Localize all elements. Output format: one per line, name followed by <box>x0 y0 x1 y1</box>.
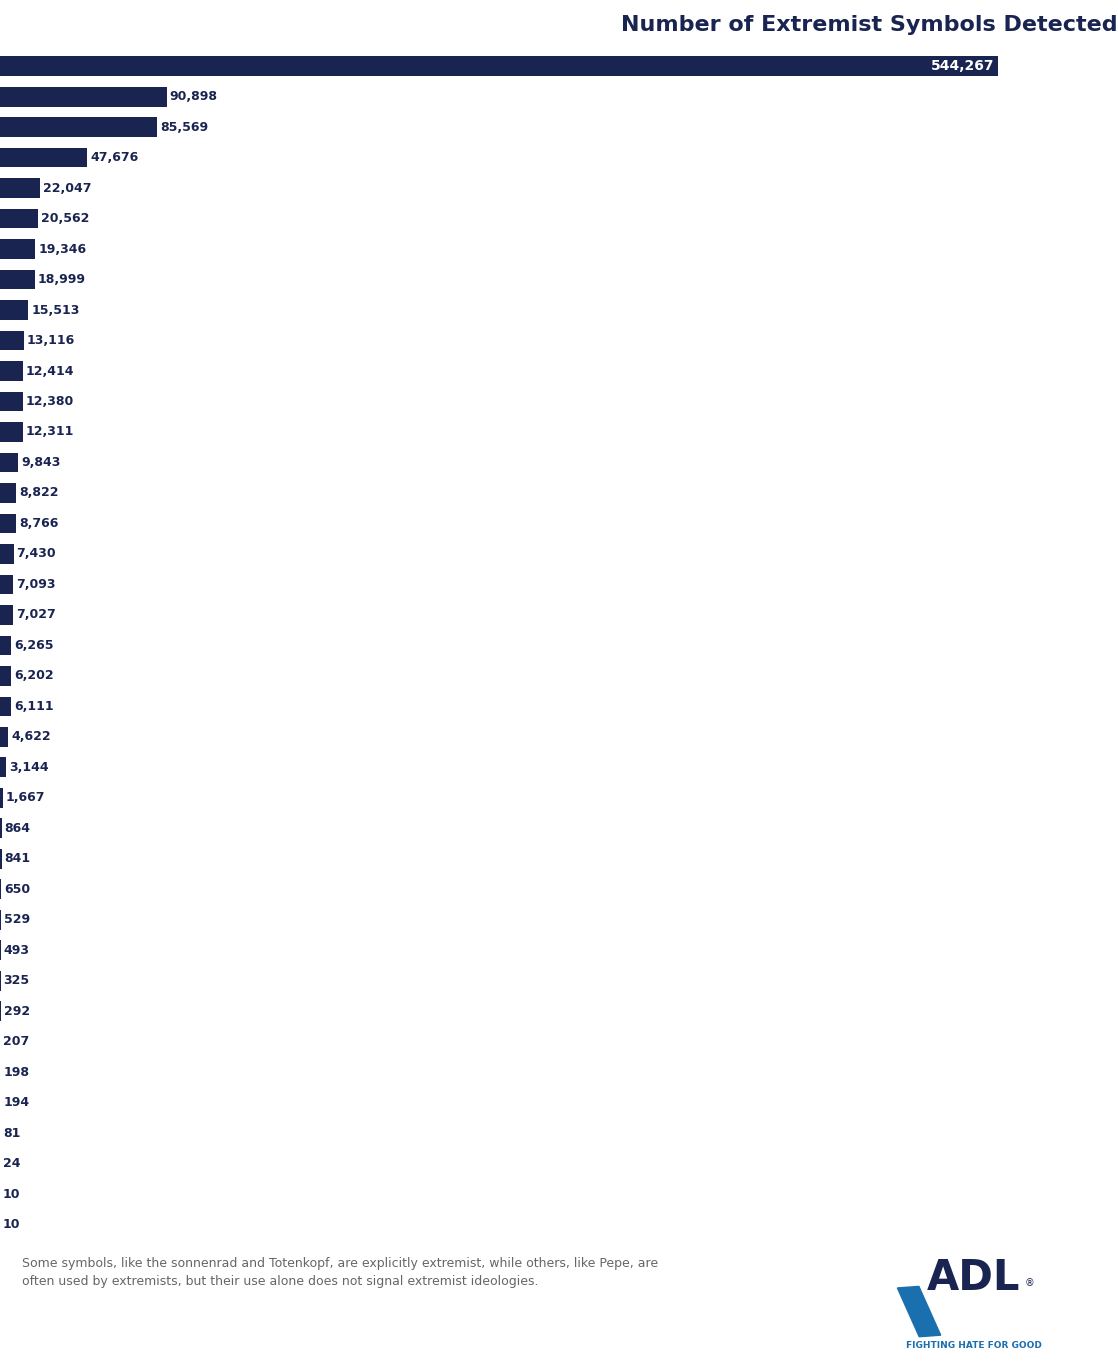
Text: 10: 10 <box>3 1218 20 1231</box>
Text: 19,346: 19,346 <box>38 243 86 255</box>
Bar <box>0 209 38 228</box>
Bar <box>0 301 28 320</box>
Bar <box>0 86 167 107</box>
Bar <box>0 361 22 381</box>
Text: 22,047: 22,047 <box>44 182 92 194</box>
Text: 12,414: 12,414 <box>26 365 74 377</box>
Text: 4,622: 4,622 <box>11 731 51 743</box>
Text: 325: 325 <box>3 974 30 988</box>
Bar <box>0 727 9 747</box>
Text: 10: 10 <box>3 1188 20 1201</box>
Bar <box>0 605 13 624</box>
Bar <box>0 788 3 807</box>
Bar <box>0 848 1 869</box>
Text: 6,111: 6,111 <box>15 699 54 713</box>
Text: 8,822: 8,822 <box>19 486 58 500</box>
Bar <box>0 239 36 260</box>
Bar <box>0 667 11 686</box>
Text: 1,667: 1,667 <box>6 791 46 805</box>
Text: 7,093: 7,093 <box>16 578 56 591</box>
Text: 529: 529 <box>4 914 30 926</box>
Text: 207: 207 <box>3 1035 29 1048</box>
Text: 3,144: 3,144 <box>9 761 48 775</box>
Text: 47,676: 47,676 <box>91 152 139 164</box>
Text: 8,766: 8,766 <box>19 516 58 530</box>
Text: 20,562: 20,562 <box>40 212 89 225</box>
Bar <box>0 818 1 839</box>
Text: 13,116: 13,116 <box>27 335 75 347</box>
Text: 85,569: 85,569 <box>160 120 208 134</box>
Text: 12,380: 12,380 <box>26 395 74 408</box>
Bar <box>0 484 16 503</box>
Bar <box>0 178 40 198</box>
Bar <box>0 452 18 473</box>
Text: 6,202: 6,202 <box>15 669 54 683</box>
FancyArrow shape <box>898 1287 940 1337</box>
Bar <box>0 544 13 564</box>
Bar <box>0 148 87 168</box>
Text: 292: 292 <box>3 1005 30 1018</box>
Text: ®: ® <box>1024 1279 1034 1288</box>
Bar <box>0 635 11 656</box>
Text: 90,898: 90,898 <box>170 90 218 102</box>
Text: Some symbols, like the sonnenrad and Totenkopf, are explicitly extremist, while : Some symbols, like the sonnenrad and Tot… <box>22 1257 659 1288</box>
Text: 6,265: 6,265 <box>15 639 54 652</box>
Text: 544,267: 544,267 <box>930 59 994 74</box>
Bar <box>0 575 13 594</box>
Bar <box>0 880 1 899</box>
Bar <box>0 331 25 351</box>
Text: 841: 841 <box>4 852 30 866</box>
Text: 194: 194 <box>3 1097 29 1109</box>
Bar <box>0 117 157 137</box>
Text: ADL: ADL <box>927 1257 1021 1299</box>
Text: 7,027: 7,027 <box>16 608 56 622</box>
Bar <box>0 758 6 777</box>
Text: 81: 81 <box>3 1127 20 1139</box>
Text: 9,843: 9,843 <box>21 456 60 469</box>
Bar <box>0 56 998 76</box>
Bar <box>0 422 22 443</box>
Bar <box>0 392 22 411</box>
Bar <box>0 269 35 290</box>
Text: Number of Extremist Symbols Detected: Number of Extremist Symbols Detected <box>622 15 1118 36</box>
Text: 18,999: 18,999 <box>38 273 86 285</box>
Text: 864: 864 <box>4 822 30 835</box>
Text: 12,311: 12,311 <box>26 425 74 438</box>
Text: 7,430: 7,430 <box>17 548 56 560</box>
Bar <box>0 697 11 716</box>
Bar <box>0 514 16 533</box>
Text: FIGHTING HATE FOR GOOD: FIGHTING HATE FOR GOOD <box>906 1341 1042 1350</box>
Text: 24: 24 <box>3 1157 20 1171</box>
Text: 15,513: 15,513 <box>31 303 79 317</box>
Text: 198: 198 <box>3 1065 29 1079</box>
Text: 650: 650 <box>4 882 30 896</box>
Text: 493: 493 <box>3 944 30 956</box>
